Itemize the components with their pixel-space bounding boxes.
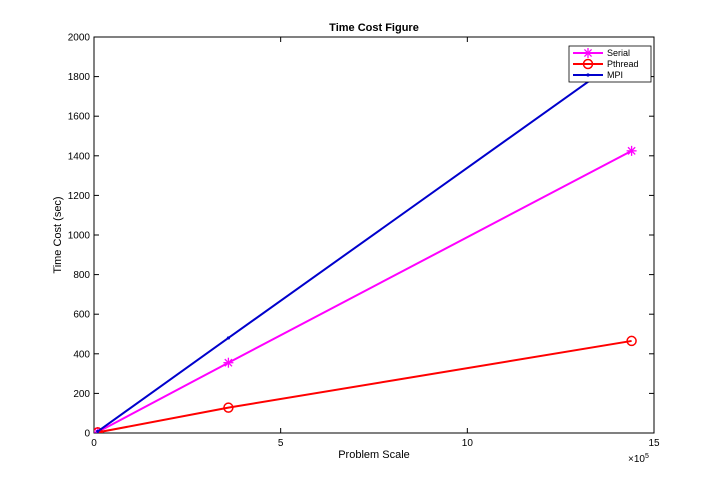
y-tick-label: 2000 — [68, 33, 91, 44]
x-tick-label: 5 — [278, 438, 284, 449]
legend-marker — [583, 48, 593, 58]
data-point — [223, 357, 234, 368]
series-line — [97, 339, 632, 433]
series-pthread — [94, 335, 637, 433]
data-point — [223, 402, 234, 413]
legend-marker — [586, 73, 590, 77]
x-multiplier: ×10 — [628, 454, 645, 465]
legend-marker — [582, 58, 594, 70]
x-exponent-label: ×105 — [628, 453, 649, 465]
y-tick-label: 200 — [73, 389, 90, 400]
data-point — [226, 336, 230, 340]
legend-label: Pthread — [607, 59, 639, 69]
y-tick-label: 1000 — [68, 231, 91, 242]
data-point — [94, 427, 103, 433]
legend-label: MPI — [607, 70, 623, 80]
data-point — [626, 335, 637, 347]
legend-item: Serial — [573, 48, 630, 58]
y-tick-label: 400 — [73, 349, 90, 360]
y-tick-label: 800 — [73, 270, 90, 281]
legend-item: Pthread — [573, 58, 639, 70]
y-tick-label: 1200 — [68, 191, 91, 202]
y-tick-label: 600 — [73, 310, 90, 321]
y-tick-label: 1400 — [68, 151, 91, 162]
y-axis-label: Time Cost (sec) — [52, 196, 64, 273]
x-tick-label: 15 — [648, 438, 660, 449]
y-tick-label: 1600 — [68, 112, 91, 123]
data-point — [96, 429, 100, 433]
series-layer — [94, 49, 637, 433]
x-exponent: 5 — [645, 453, 649, 460]
x-axis-label: Problem Scale — [338, 449, 410, 461]
legend-label: Serial — [607, 48, 630, 58]
legend-item: MPI — [573, 70, 623, 80]
y-tick-label: 1800 — [68, 72, 91, 83]
y-axis: 0 200 400 600 800 1000 1200 1400 1600 1800 2000 — [68, 33, 654, 440]
y-tick-label: 0 — [84, 429, 90, 440]
x-tick-label: 0 — [91, 438, 97, 449]
chart-title: Time Cost Figure — [329, 22, 419, 34]
data-point — [626, 145, 637, 156]
x-tick-label: 10 — [462, 438, 474, 449]
